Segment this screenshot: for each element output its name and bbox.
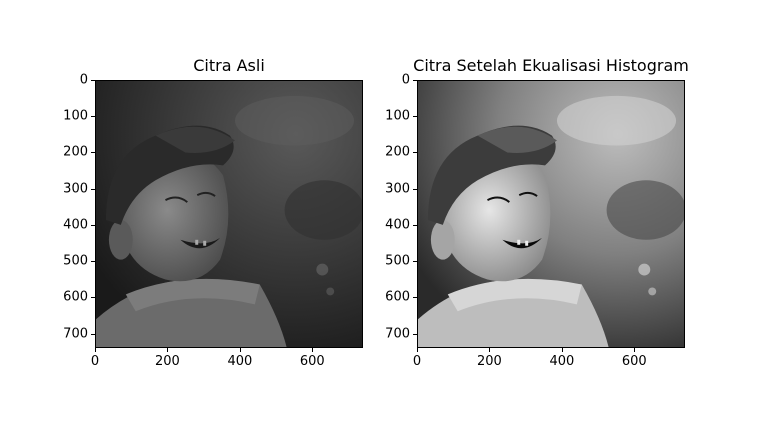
y-tick-label: 0: [401, 72, 410, 88]
x-tick-mark: [239, 348, 241, 352]
y-tick-label: 600: [63, 289, 88, 305]
y-tick-label: 700: [63, 326, 88, 341]
y-tick-mark: [91, 261, 95, 263]
y-tick-mark: [91, 80, 95, 81]
y-tick-mark: [91, 224, 95, 226]
y-tick-mark: [91, 333, 95, 335]
y-tick-label: 200: [63, 144, 88, 160]
original-image: [96, 81, 362, 347]
y-tick-mark: [91, 152, 95, 154]
x-tick-mark: [167, 348, 169, 352]
x-tick-label: 0: [90, 354, 100, 369]
axes-original: [95, 80, 363, 348]
x-tick-label: 400: [227, 354, 253, 369]
x-tick-mark: [312, 348, 314, 352]
y-tick-mark: [91, 297, 95, 299]
x-tick-label: 200: [155, 354, 180, 369]
y-tick-label: 200: [385, 144, 410, 160]
axes-equalized: [417, 80, 685, 348]
y-tick-label: 700: [385, 326, 410, 341]
y-tick-mark: [91, 188, 95, 190]
y-tick-label: 300: [385, 181, 410, 197]
x-tick-label: 600: [621, 354, 647, 369]
y-tick-mark: [413, 116, 417, 118]
equalized-image: [418, 81, 684, 347]
y-tick-label: 500: [63, 253, 88, 269]
y-tick-label: 0: [79, 72, 88, 88]
y-tick-label: 400: [385, 217, 410, 233]
panel-title-equalized: Citra Setelah Ekualisasi Histogram: [413, 56, 689, 75]
y-tick-mark: [413, 333, 417, 335]
x-tick-label: 400: [549, 354, 575, 369]
y-tick-mark: [413, 80, 417, 81]
y-tick-mark: [413, 188, 417, 190]
x-tick-label: 200: [477, 354, 502, 369]
y-tick-mark: [413, 224, 417, 226]
x-tick-mark: [634, 348, 636, 352]
y-tick-mark: [413, 152, 417, 154]
y-tick-label: 300: [63, 181, 88, 197]
y-tick-mark: [413, 297, 417, 299]
x-tick-mark: [489, 348, 491, 352]
y-tick-label: 500: [385, 253, 410, 269]
y-tick-label: 600: [385, 289, 410, 305]
y-tick-label: 100: [63, 108, 88, 124]
x-tick-label: 600: [299, 354, 325, 369]
y-tick-mark: [413, 261, 417, 263]
y-tick-mark: [91, 116, 95, 118]
panel-title-original: Citra Asli: [193, 56, 265, 75]
x-tick-label: 0: [412, 354, 422, 369]
x-tick-mark: [95, 348, 96, 352]
x-tick-mark: [561, 348, 563, 352]
y-tick-label: 100: [385, 108, 410, 124]
y-tick-label: 400: [63, 217, 88, 233]
x-tick-mark: [417, 348, 418, 352]
